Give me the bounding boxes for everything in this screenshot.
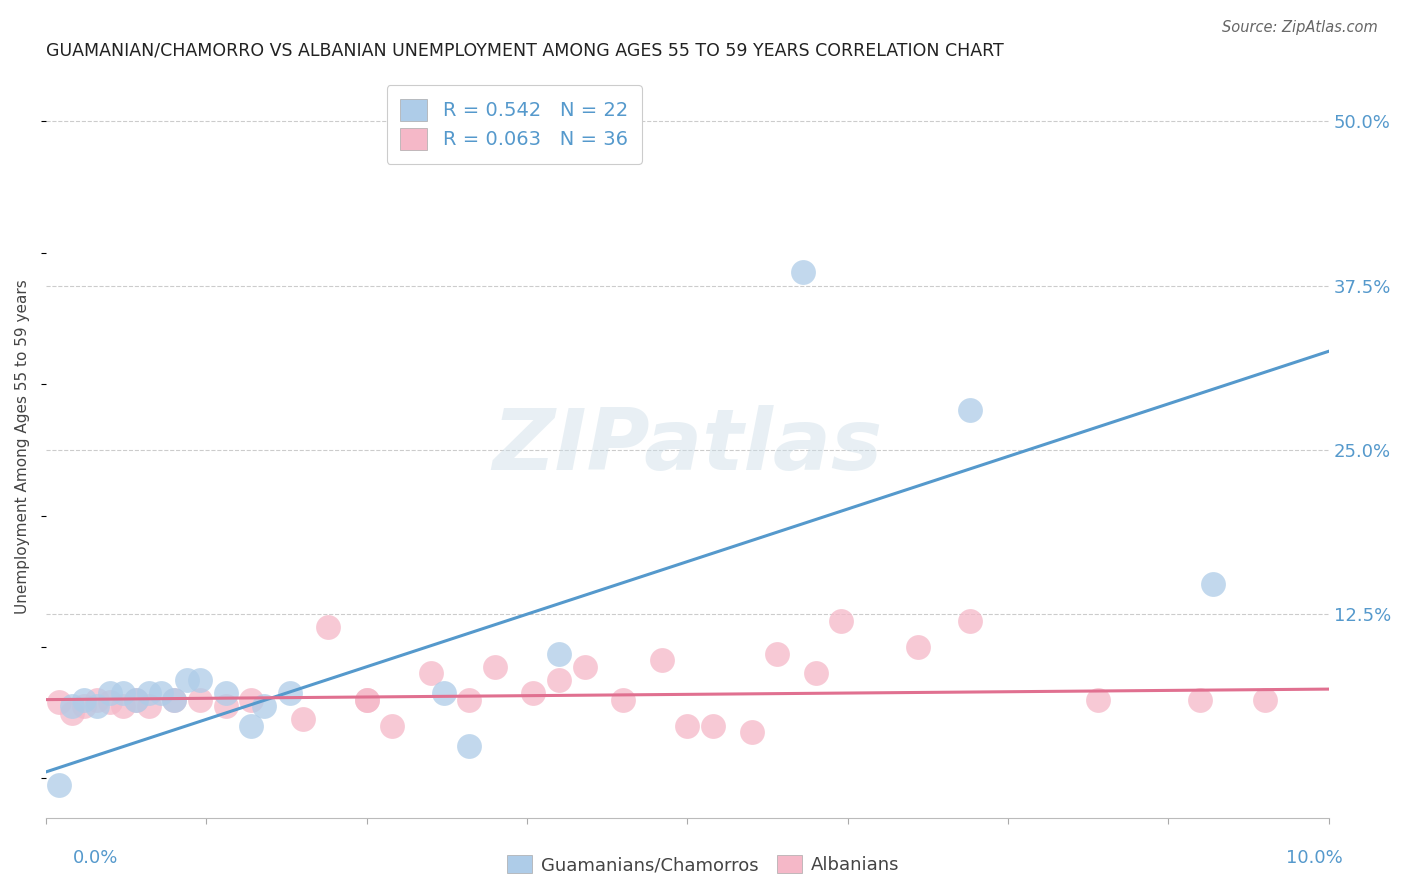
Point	[433, 686, 456, 700]
Point	[73, 699, 96, 714]
Point	[804, 666, 827, 681]
Point	[959, 403, 981, 417]
Point	[188, 673, 211, 687]
Point	[830, 614, 852, 628]
Point	[98, 695, 121, 709]
Point	[73, 692, 96, 706]
Text: Source: ZipAtlas.com: Source: ZipAtlas.com	[1222, 20, 1378, 35]
Point	[60, 699, 83, 714]
Point	[138, 699, 160, 714]
Point	[240, 719, 263, 733]
Text: ZIPatlas: ZIPatlas	[492, 405, 883, 488]
Point	[86, 699, 108, 714]
Point	[766, 647, 789, 661]
Point	[356, 692, 378, 706]
Point	[98, 686, 121, 700]
Point	[214, 686, 236, 700]
Point	[419, 666, 441, 681]
Point	[651, 653, 673, 667]
Text: 10.0%: 10.0%	[1286, 849, 1343, 867]
Point	[176, 673, 198, 687]
Point	[240, 692, 263, 706]
Point	[612, 692, 634, 706]
Point	[111, 699, 134, 714]
Legend: R = 0.542   N = 22, R = 0.063   N = 36: R = 0.542 N = 22, R = 0.063 N = 36	[387, 85, 641, 164]
Point	[676, 719, 699, 733]
Point	[792, 265, 814, 279]
Point	[188, 692, 211, 706]
Point	[86, 692, 108, 706]
Point	[253, 699, 276, 714]
Point	[381, 719, 404, 733]
Point	[163, 692, 186, 706]
Point	[959, 614, 981, 628]
Y-axis label: Unemployment Among Ages 55 to 59 years: Unemployment Among Ages 55 to 59 years	[15, 279, 30, 614]
Point	[548, 647, 571, 661]
Point	[125, 692, 148, 706]
Point	[316, 620, 339, 634]
Point	[111, 686, 134, 700]
Point	[278, 686, 301, 700]
Point	[125, 692, 148, 706]
Point	[522, 686, 544, 700]
Point	[356, 692, 378, 706]
Point	[1202, 577, 1225, 591]
Legend: Guamanians/Chamorros, Albanians: Guamanians/Chamorros, Albanians	[506, 855, 900, 874]
Point	[458, 692, 481, 706]
Text: 0.0%: 0.0%	[73, 849, 118, 867]
Point	[702, 719, 724, 733]
Point	[458, 739, 481, 753]
Point	[48, 778, 70, 792]
Point	[484, 659, 506, 673]
Point	[163, 692, 186, 706]
Point	[138, 686, 160, 700]
Point	[1253, 692, 1275, 706]
Point	[48, 695, 70, 709]
Point	[60, 706, 83, 720]
Point	[150, 686, 173, 700]
Point	[291, 712, 314, 726]
Point	[907, 640, 929, 654]
Point	[548, 673, 571, 687]
Point	[214, 699, 236, 714]
Text: GUAMANIAN/CHAMORRO VS ALBANIAN UNEMPLOYMENT AMONG AGES 55 TO 59 YEARS CORRELATIO: GUAMANIAN/CHAMORRO VS ALBANIAN UNEMPLOYM…	[46, 42, 1004, 60]
Point	[1189, 692, 1212, 706]
Point	[574, 659, 596, 673]
Point	[741, 725, 763, 739]
Point	[1087, 692, 1109, 706]
